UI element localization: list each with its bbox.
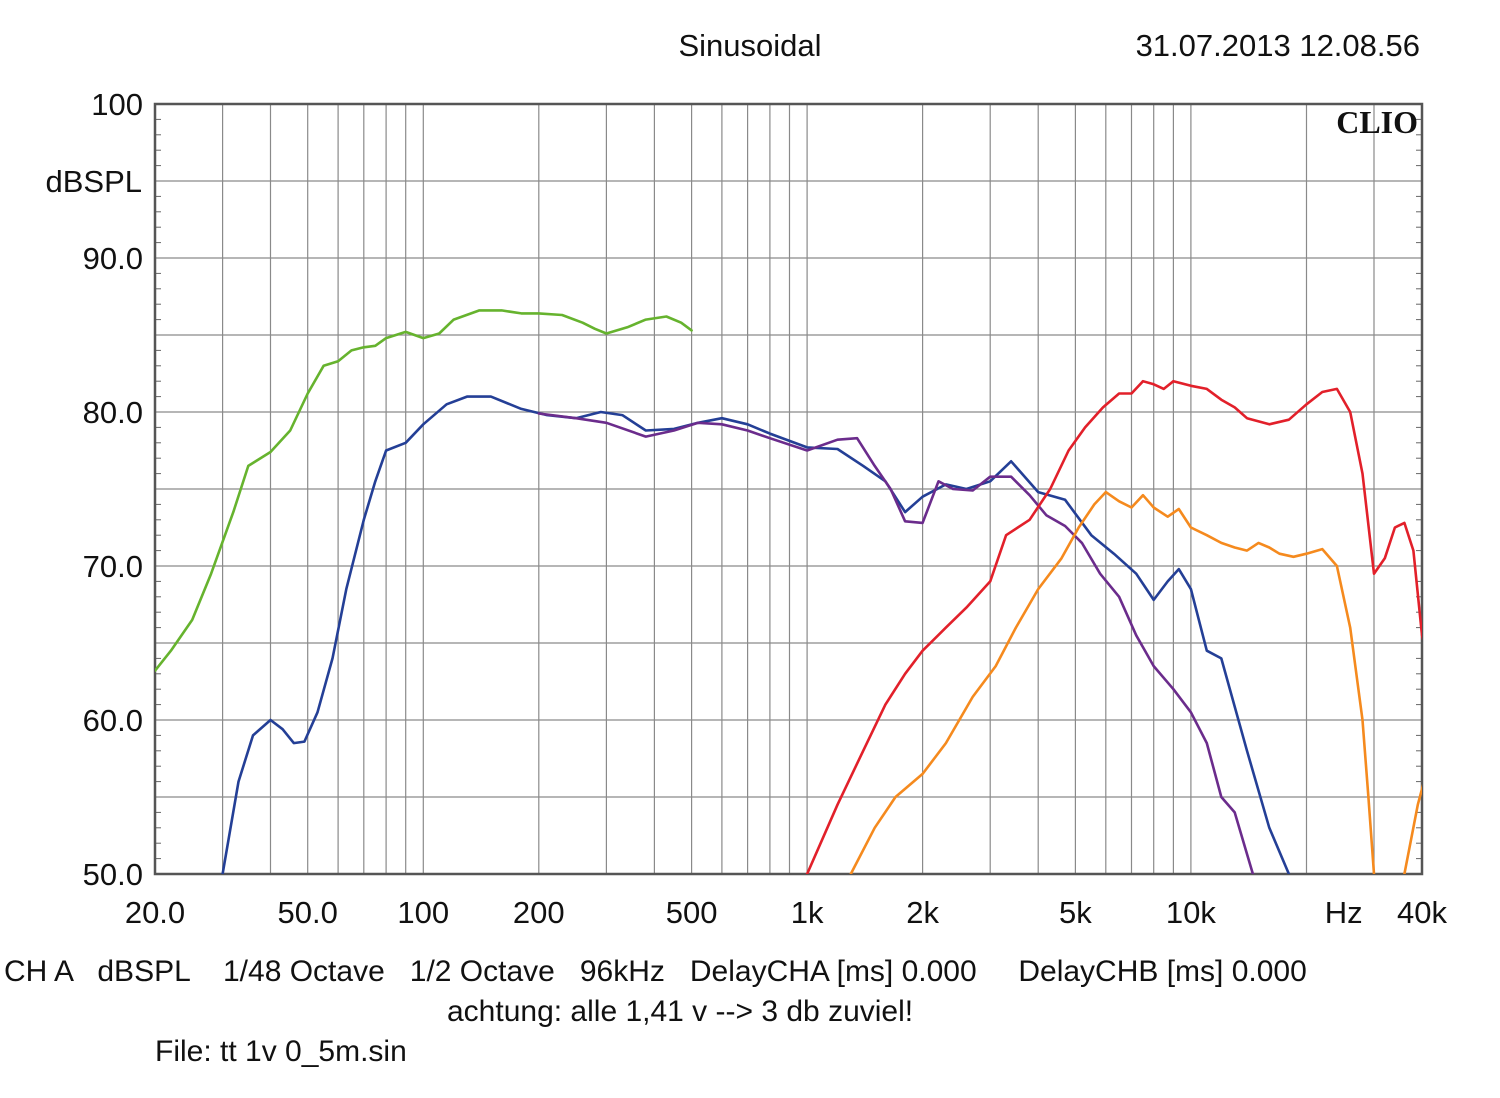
note-text: achtung: alle 1,41 v --> 3 db zuviel! xyxy=(447,995,914,1028)
x-tick-label: 40k xyxy=(1397,895,1447,930)
x-tick-label: 50.0 xyxy=(278,895,338,930)
x-tick-label: 5k xyxy=(1059,895,1092,930)
x-tick-label: 1k xyxy=(791,895,824,930)
series-line-4 xyxy=(805,379,1422,874)
y-tick-label: 70.0 xyxy=(83,549,143,584)
clio-logo: CLIO xyxy=(1336,104,1418,140)
y-tick-label: 60.0 xyxy=(83,703,143,738)
y-tick-label: 100 xyxy=(91,87,143,122)
series-line-3 xyxy=(537,412,1255,874)
x-tick-label: 500 xyxy=(666,895,718,930)
series-line-5 xyxy=(849,490,1376,874)
x-tick-label: 20.0 xyxy=(125,895,185,930)
y-tick-label: 80.0 xyxy=(83,395,143,430)
file-name: File: tt 1v 0_5m.sin xyxy=(155,1035,407,1068)
x-tick-label: Hz xyxy=(1325,895,1363,930)
tick-labels: 20.0 50.0 100 200 500 1k 2k 5k 10k Hz 40k10090.080… xyxy=(83,87,1448,930)
timestamp: 31.07.2013 12.08.56 xyxy=(1136,28,1420,63)
y-axis-unit-label: dBSPL xyxy=(45,164,142,199)
series-line-2 xyxy=(221,395,1291,874)
series-line-6 xyxy=(1403,783,1422,874)
x-tick-label: 2k xyxy=(906,895,939,930)
measurement-settings: CH A dBSPL 1/48 Octave 1/2 Octave 96kHz … xyxy=(4,955,1307,988)
y-tick-label: 50.0 xyxy=(83,857,143,892)
chart-title: Sinusoidal xyxy=(678,28,821,63)
y-tick-label: 90.0 xyxy=(83,241,143,276)
x-tick-label: 10k xyxy=(1166,895,1216,930)
series-layer xyxy=(155,309,1422,874)
x-tick-label: 100 xyxy=(397,895,449,930)
plot-frame xyxy=(153,102,1424,876)
series-line-1 xyxy=(155,309,693,672)
chart-grid xyxy=(155,104,1422,874)
x-tick-label: 200 xyxy=(513,895,565,930)
